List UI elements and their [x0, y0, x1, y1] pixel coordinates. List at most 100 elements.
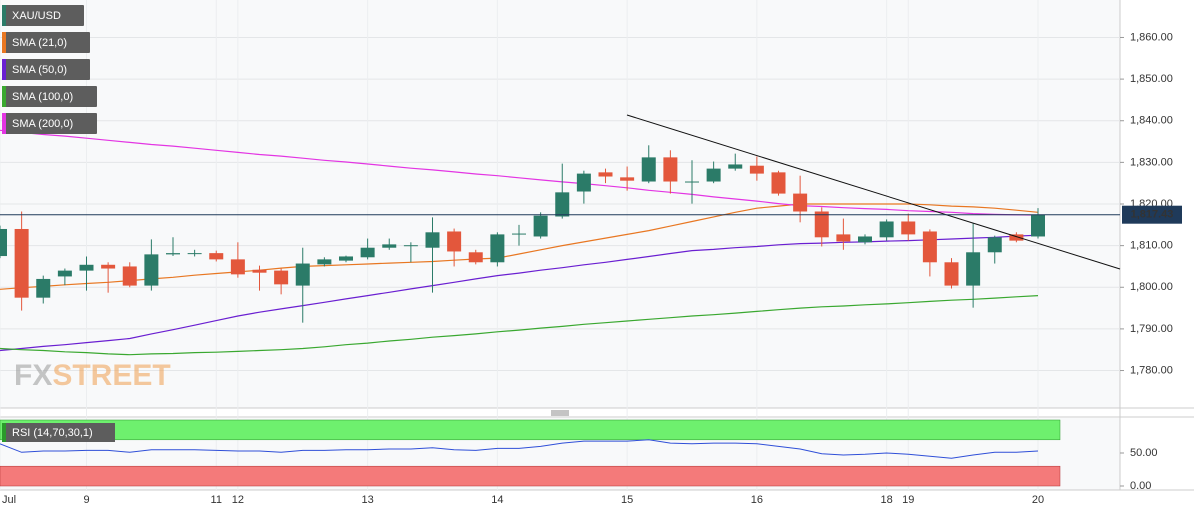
x-tick-label: Jul [2, 494, 16, 506]
legend-label: SMA (200,0) [12, 118, 73, 130]
candle-body [447, 231, 462, 252]
candle-body [663, 157, 678, 182]
x-tick-label: 12 [232, 494, 244, 506]
candle-body [490, 234, 505, 263]
current-price-label: 1,817.43 [1131, 209, 1174, 221]
y-tick-label: 1,860.00 [1130, 31, 1173, 43]
candle-body [1031, 214, 1045, 237]
legend-swatch [2, 86, 6, 107]
legend-swatch [2, 59, 6, 80]
candle-body [57, 270, 72, 277]
candle-body [749, 165, 764, 174]
candle-body [14, 228, 29, 298]
candle-body [101, 264, 116, 269]
legend-label: SMA (100,0) [12, 91, 73, 103]
x-tick-label: 9 [83, 494, 89, 506]
candle-body [295, 263, 310, 286]
legend-label: XAU/USD [12, 10, 61, 22]
candle-body [36, 278, 51, 298]
candle-body [533, 215, 548, 237]
candle-body [144, 254, 159, 286]
candle-body [468, 252, 483, 263]
candle-body [209, 253, 224, 260]
candle-body [187, 253, 202, 255]
candle-body [339, 256, 353, 261]
candle-body [685, 181, 699, 183]
watermark: FXSTREET [14, 359, 171, 392]
watermark-part: STREET [52, 359, 170, 392]
legend-swatch [2, 5, 6, 26]
y-tick-label: 1,830.00 [1130, 156, 1173, 168]
legend-box [2, 423, 115, 442]
candle-body [230, 259, 245, 275]
x-tick-label: 15 [621, 494, 633, 506]
sma-line [0, 203, 1039, 290]
legend-box [2, 5, 84, 26]
candle-body [166, 253, 180, 255]
candle-body [706, 168, 721, 182]
legend-swatch [2, 423, 6, 442]
y-tick-label: 1,790.00 [1130, 323, 1173, 335]
candle-body [814, 211, 829, 238]
candle-body [836, 234, 851, 242]
candle-body [641, 157, 656, 182]
candle-body [793, 193, 808, 212]
candle-body [620, 177, 635, 181]
candle-body [122, 266, 137, 286]
y-tick-label: 1,850.00 [1130, 73, 1173, 85]
candle-body [728, 164, 743, 169]
candle-body [858, 236, 872, 243]
candle-body [944, 262, 959, 286]
candle-body [252, 269, 267, 273]
candle-body [512, 233, 526, 235]
x-tick-label: 14 [491, 494, 503, 506]
overbought-band [0, 419, 1061, 441]
x-tick-label: 20 [1032, 494, 1044, 506]
legend-swatch [2, 32, 6, 53]
y-tick-label: 1,800.00 [1130, 281, 1173, 293]
oversold-band [0, 465, 1061, 487]
resize-handle[interactable] [551, 410, 569, 416]
candle-body [879, 221, 894, 238]
trend-line [626, 114, 1121, 270]
candle-body [425, 232, 440, 248]
candle-body [403, 245, 418, 247]
y-tick-label: 1,810.00 [1130, 240, 1173, 252]
candle-body [966, 252, 981, 286]
x-tick-label: 16 [751, 494, 763, 506]
y-tick-label: 1,840.00 [1130, 115, 1173, 127]
candle-body [382, 244, 397, 248]
x-tick-label: 18 [881, 494, 893, 506]
current-price-tag [1122, 205, 1182, 224]
candle-body [576, 173, 591, 192]
candle-body [987, 237, 1002, 253]
sma-line [0, 295, 1039, 356]
legend-swatch [2, 113, 6, 134]
candle-body [317, 259, 332, 265]
legend-box [2, 86, 97, 107]
legend-box [2, 113, 97, 134]
watermark-part: FX [14, 359, 52, 392]
candle-body [79, 264, 94, 271]
x-tick-label: 13 [362, 494, 374, 506]
candle-body [771, 172, 786, 194]
y-tick-label: 50.00 [1130, 447, 1158, 459]
candle-body [274, 270, 289, 285]
legend-box [2, 59, 90, 80]
candle-body [555, 192, 570, 217]
legend-label: SMA (21,0) [12, 37, 67, 49]
legend-label: SMA (50,0) [12, 64, 67, 76]
rsi-line [0, 439, 1039, 459]
candle-body [598, 172, 613, 177]
x-tick-label: 19 [902, 494, 914, 506]
candle-body [901, 221, 916, 235]
legend-label: RSI (14,70,30,1) [12, 427, 93, 439]
legend-box [2, 32, 90, 53]
y-tick-label: 1,780.00 [1130, 364, 1173, 376]
y-tick-label: 0.00 [1130, 480, 1151, 492]
candle-body [922, 231, 937, 263]
sma-line [0, 129, 1039, 216]
candle-body [0, 228, 7, 257]
candle-body [1009, 234, 1024, 241]
